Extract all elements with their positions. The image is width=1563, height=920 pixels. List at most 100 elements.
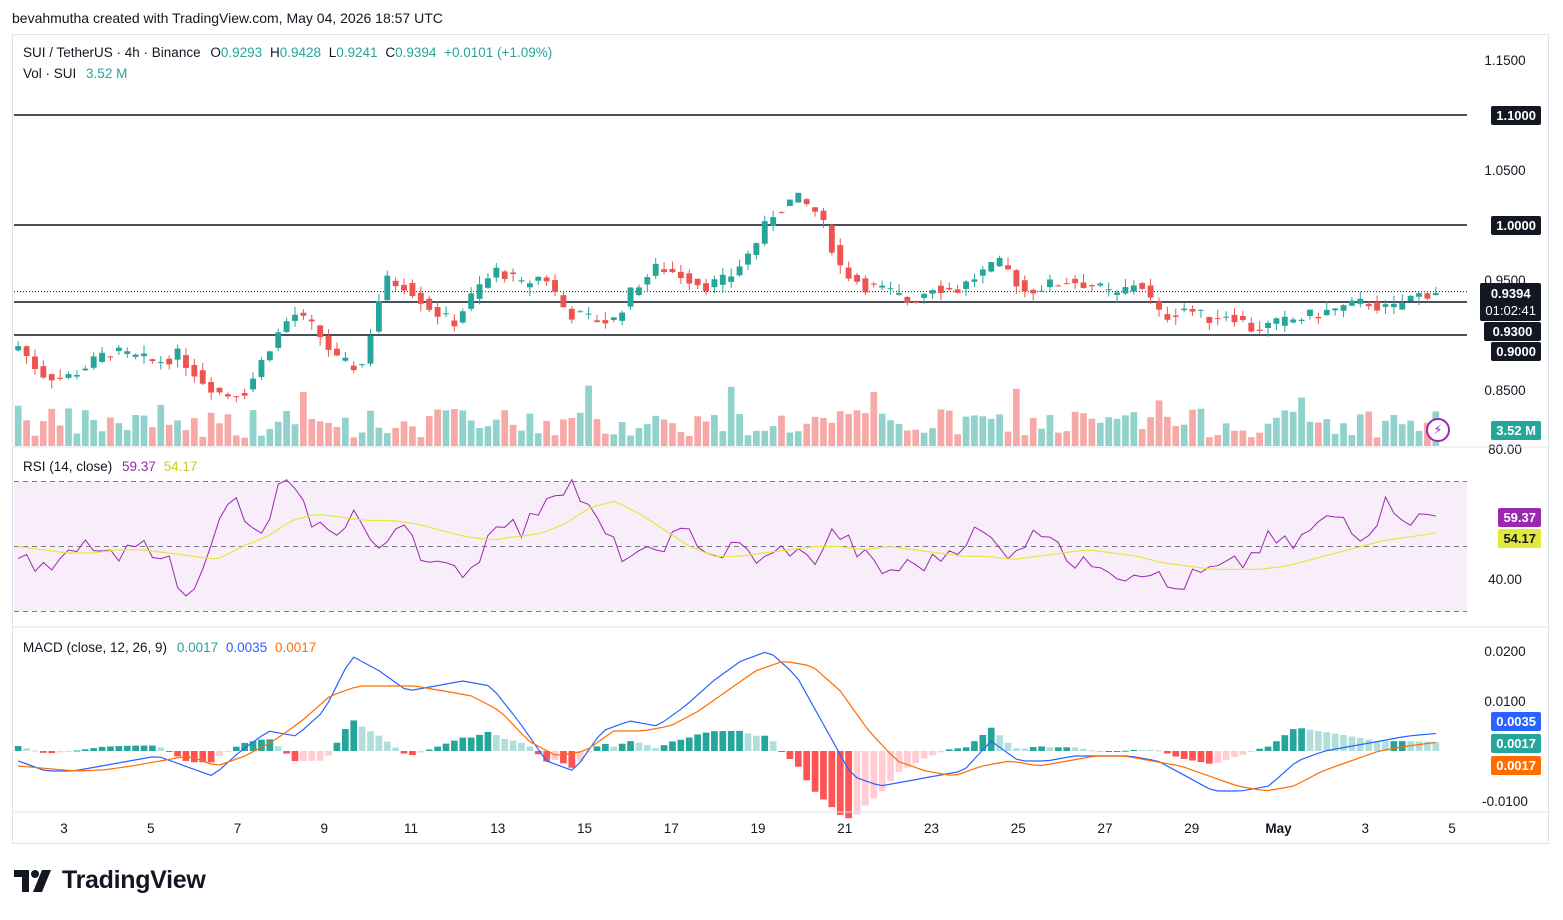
high-label: H <box>269 45 280 60</box>
macd-histogram-bar <box>157 747 165 751</box>
candle-body <box>627 287 634 307</box>
volume-bar <box>1205 437 1213 446</box>
macd-histogram-bar <box>1113 751 1121 752</box>
candle-body <box>577 311 584 313</box>
volume-bar <box>199 436 207 446</box>
volume-bar <box>820 418 827 446</box>
volume-bar <box>1197 408 1205 446</box>
chart-frame <box>12 34 1549 844</box>
candle-body <box>183 355 189 368</box>
volume-bar <box>744 435 752 446</box>
volume-bar <box>786 432 794 446</box>
macd-histogram-bar <box>1214 751 1222 763</box>
candle-body <box>1231 314 1238 323</box>
candle-body <box>1047 279 1053 288</box>
close-value: 0.9394 <box>395 45 437 60</box>
volume-bar <box>501 410 509 446</box>
volume-bar <box>1264 423 1272 446</box>
volume-bar <box>568 417 576 446</box>
volume-bar <box>325 422 332 446</box>
candle-body <box>350 365 357 371</box>
candle-body <box>82 368 89 371</box>
candle-body <box>73 375 80 377</box>
macd-histogram-bar <box>1189 751 1196 761</box>
volume-bar <box>1407 420 1414 446</box>
volume-bar <box>1063 431 1071 446</box>
time-axis-tick: 9 <box>320 821 328 836</box>
candle-body <box>1097 283 1104 286</box>
macd-histogram-bar <box>115 746 123 751</box>
candle-body <box>1197 309 1204 311</box>
volume-bar <box>123 430 131 446</box>
open-label: O <box>210 45 221 60</box>
macd-signal-line <box>18 661 1436 792</box>
candle-body <box>1021 280 1028 292</box>
candle-body <box>510 272 517 275</box>
price-label-9300: 0.9300 <box>1484 322 1541 341</box>
macd-histogram-bar <box>325 751 332 756</box>
macd-histogram-bar <box>40 751 47 753</box>
candle-body <box>1038 290 1045 292</box>
volume-bar <box>761 430 769 446</box>
volume-bar <box>1155 400 1163 446</box>
volume-bar <box>174 420 181 446</box>
candle-body <box>778 212 785 214</box>
volume-bar <box>1348 434 1356 446</box>
candle-body <box>1399 303 1406 310</box>
volume-bar <box>1247 437 1255 446</box>
volume-bar <box>585 385 592 446</box>
volume-bar <box>1113 418 1121 446</box>
candle-body <box>703 283 709 292</box>
volume-bar <box>40 421 47 446</box>
macd-histogram-bar <box>392 747 400 751</box>
candle-body <box>157 362 164 364</box>
macd-signal-badge: 0.0017 <box>1491 756 1541 775</box>
volume-bar <box>434 409 441 446</box>
macd-histogram-bar <box>987 727 995 751</box>
candle-body <box>334 348 340 356</box>
macd-histogram-bar <box>610 746 618 751</box>
volume-bar <box>1071 411 1079 446</box>
candle-body <box>1273 318 1280 324</box>
lightning-alert-icon[interactable]: ⚡ <box>1426 418 1450 442</box>
volume-bar <box>81 410 89 446</box>
rsi-ma-line <box>18 500 1436 570</box>
candle-body <box>535 276 542 281</box>
macd-histogram-bar <box>652 748 660 751</box>
volume-bar <box>1256 432 1264 446</box>
candle-body <box>996 257 1003 267</box>
time-axis-tick: 17 <box>664 821 679 836</box>
candle-body <box>761 221 768 244</box>
candle-body <box>99 352 106 362</box>
candle-body <box>669 269 676 273</box>
volume-bar <box>1172 425 1180 446</box>
price-axis-tick: 0.8500 <box>1484 383 1525 398</box>
volume-bar <box>1029 417 1037 446</box>
volume-bar <box>90 419 98 446</box>
volume-bar <box>65 408 72 446</box>
volume-bar <box>31 435 39 446</box>
candle-body <box>543 277 550 282</box>
candle-body <box>124 351 131 354</box>
volume-bar <box>836 411 844 446</box>
volume-bar <box>794 431 802 446</box>
candle-body <box>921 293 928 298</box>
macd-histogram-bar <box>929 751 936 756</box>
macd-histogram-bar <box>1029 747 1037 751</box>
macd-histogram-bar <box>862 751 869 806</box>
macd-histogram-bar <box>90 748 98 751</box>
macd-histogram-bar <box>1432 742 1440 751</box>
candle-body <box>661 269 668 272</box>
candle-body <box>1374 302 1381 311</box>
volume-bar <box>602 433 609 446</box>
time-axis-tick: 25 <box>1011 821 1026 836</box>
volume-bar <box>341 417 349 446</box>
macd-histogram-bar <box>308 751 316 761</box>
candle-body <box>1130 285 1137 292</box>
volume-bar <box>350 437 358 446</box>
volume-bar <box>878 413 886 446</box>
macd-legend: MACD (close, 12, 26, 9) 0.0017 0.0035 0.… <box>23 640 316 655</box>
volume-bar <box>249 410 257 446</box>
macd-histogram-bar <box>744 733 752 751</box>
